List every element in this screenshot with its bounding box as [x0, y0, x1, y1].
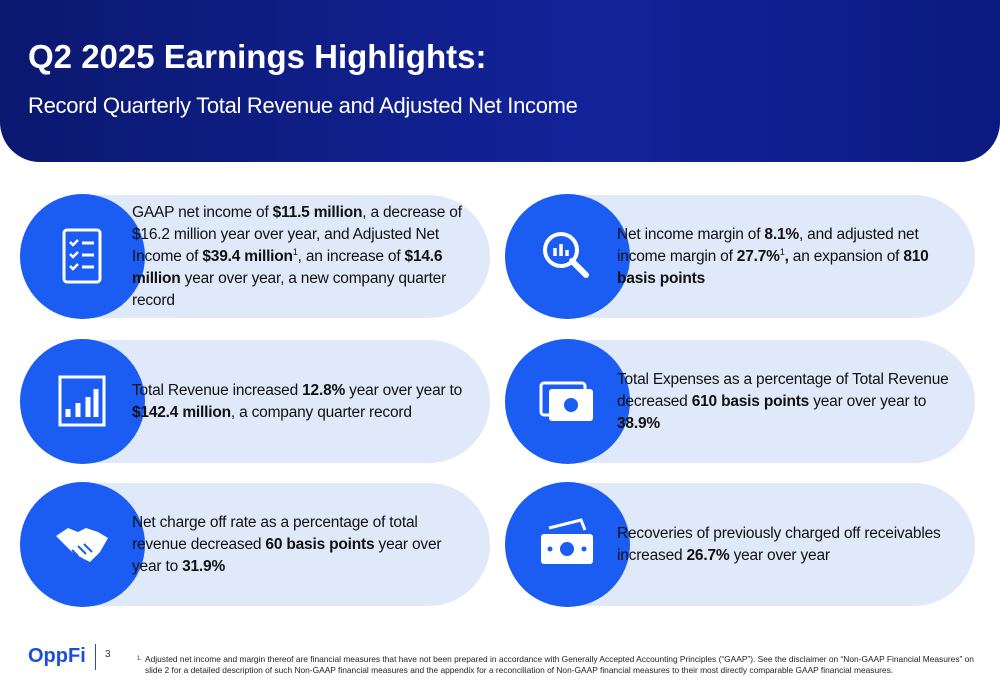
divider [95, 644, 96, 670]
highlight-card: Total Revenue increased 12.8% year over … [20, 339, 490, 464]
bold-text: $14.6 million [132, 247, 443, 287]
text: , an increase of [297, 247, 405, 265]
text: year over year to [345, 381, 463, 399]
text: an expansion of [788, 247, 904, 265]
card-text: Recoveries of previously charged off rec… [617, 483, 953, 606]
icon [505, 194, 630, 319]
icon [20, 482, 145, 607]
title: Q2 2025 Earnings Highlights: [28, 38, 487, 75]
bold-text: 60 basis points [265, 535, 375, 553]
bold-text: $142.4 million [132, 403, 231, 421]
text: , and adjusted net income margin of [617, 225, 919, 265]
icon [20, 194, 145, 319]
card-paragraph: Total Expenses as a percentage of Total … [617, 369, 953, 435]
text: Recoveries of previously charged off rec… [617, 524, 941, 564]
subtitle: Record Quarterly Total Revenue and Adjus… [28, 93, 578, 118]
text: year over year to [809, 392, 927, 410]
page-number: 3 [105, 649, 111, 660]
highlight-card: Net income margin of 8.1%, and adjusted … [505, 194, 975, 319]
card-paragraph: Net income margin of 8.1%, and adjusted … [617, 224, 953, 290]
card-text: Total Expenses as a percentage of Total … [617, 340, 953, 463]
bold-text: 27.7% [736, 247, 780, 265]
text: Total Expenses as a percentage of Total … [617, 370, 949, 410]
icon [505, 482, 630, 607]
text: year over year, a new company quarter re… [132, 269, 447, 309]
highlight-card: Net charge off rate as a percentage of t… [20, 482, 490, 607]
icon [505, 339, 630, 464]
footnote: Adjusted net income and margin thereof a… [145, 654, 974, 675]
text: GAAP net income of [132, 203, 273, 221]
bold-text: 12.8% [302, 381, 346, 399]
card-text: Total Revenue increased 12.8% year over … [132, 340, 468, 463]
card-paragraph: Net charge off rate as a percentage of t… [132, 512, 468, 578]
bold-text: $11.5 million [272, 203, 363, 221]
text: Total Revenue increased [132, 381, 303, 399]
footnote-ref: 1 [292, 246, 298, 257]
bold-text: 26.7% [686, 546, 730, 564]
bold-text: 8.1% [764, 225, 799, 243]
card-text: GAAP net income of $11.5 million, a decr… [132, 195, 468, 318]
footnote-marker: 1. [137, 656, 143, 662]
card-text: Net income margin of 8.1%, and adjusted … [617, 195, 953, 318]
bold-text: 610 basis points [691, 392, 810, 410]
bold-text: , [784, 247, 789, 265]
highlight-card: GAAP net income of $11.5 million, a decr… [20, 194, 490, 319]
card-text: Net charge off rate as a percentage of t… [132, 483, 468, 606]
highlight-card: Total Expenses as a percentage of Total … [505, 339, 975, 464]
highlight-card: Recoveries of previously charged off rec… [505, 482, 975, 607]
logo: OppFi [28, 645, 86, 667]
text: , a decrease of $16.2 million year over … [132, 203, 462, 265]
card-paragraph: GAAP net income of $11.5 million, a decr… [132, 202, 468, 312]
icon [20, 339, 145, 464]
bold-text: 38.9% [617, 414, 660, 432]
card-paragraph: Total Revenue increased 12.8% year over … [132, 380, 468, 424]
text: Net charge off rate as a percentage of t… [132, 513, 418, 553]
footer: OppFi 3 1. Adjusted net income and margi… [0, 640, 1000, 685]
bold-text: 31.9% [182, 557, 226, 575]
text: year over year [729, 546, 830, 564]
footnote-ref: 1 [779, 246, 785, 257]
bold-text: 810 basis points [617, 247, 929, 287]
text: year over year to [132, 535, 442, 575]
text: , a company quarter record [230, 403, 412, 421]
text: Net income margin of [617, 225, 765, 243]
header-band: Q2 2025 Earnings Highlights: Record Quar… [0, 0, 1000, 162]
bold-text: $39.4 million [202, 247, 293, 265]
card-paragraph: Recoveries of previously charged off rec… [617, 523, 953, 567]
